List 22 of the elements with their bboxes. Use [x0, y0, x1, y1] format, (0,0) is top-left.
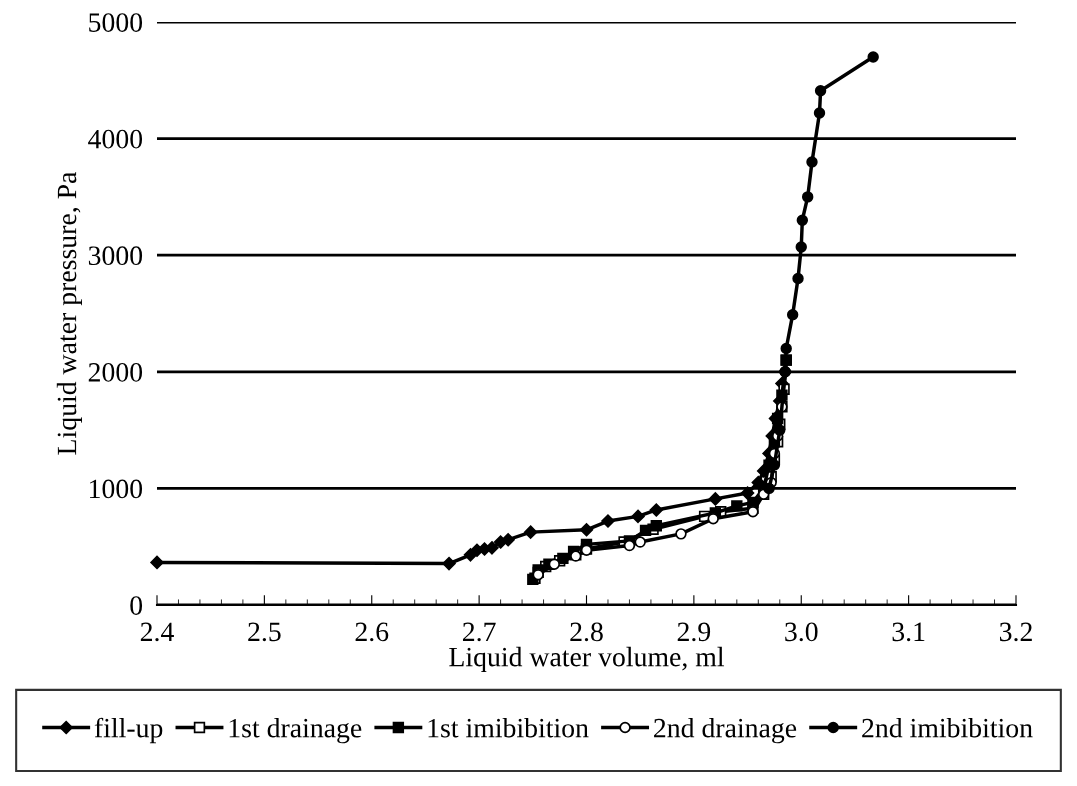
- y-tick-label: 3000: [88, 246, 143, 266]
- x-tick-label: 3.2: [999, 622, 1032, 642]
- y-tick-label: 0: [130, 596, 143, 615]
- x-tick-label: 3.0: [785, 622, 818, 642]
- x-tick-label: 2.4: [140, 622, 174, 642]
- x-axis-title: Liquid water volume, ml: [449, 646, 725, 673]
- y-tick-label: 1000: [90, 479, 143, 499]
- legend-label: fill-up: [94, 717, 163, 744]
- x-tick-label: 2.5: [248, 622, 281, 642]
- x-tick-label: 2.9: [677, 622, 711, 642]
- y-tick-label: 4000: [88, 129, 143, 149]
- legend-label: 2nd imibibition: [862, 717, 1033, 738]
- y-tick-label: 2000: [88, 362, 143, 382]
- y-tick-label: 5000: [89, 13, 143, 32]
- y-axis-title: Liquid water pressure, Pa: [56, 171, 82, 455]
- legend-label: 2nd drainage: [654, 717, 797, 744]
- x-tick-label: 2.7: [462, 622, 496, 642]
- x-tick-label: 2.8: [570, 622, 603, 642]
- x-tick-label: 3.1: [892, 622, 925, 642]
- x-tick-label: 2.6: [355, 622, 389, 642]
- legend-label: 1st drainage: [229, 717, 362, 744]
- legend-label: 1st imibibition: [428, 717, 589, 738]
